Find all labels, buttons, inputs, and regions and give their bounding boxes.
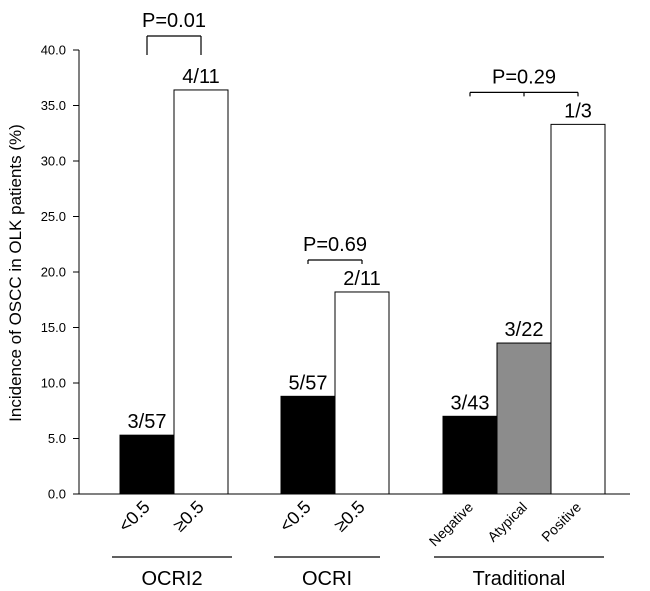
bar — [442, 415, 498, 495]
y-axis-title: Incidence of OSCC in OLK patients (%) — [6, 124, 25, 422]
y-tick-label: 30.0 — [41, 154, 66, 169]
x-category-label: Atypical — [484, 499, 530, 545]
group-label: Traditional — [473, 568, 566, 590]
y-tick-label: 20.0 — [41, 265, 66, 280]
bar-data-label: 5/57 — [289, 372, 328, 394]
bar-data-label: 2/11 — [343, 268, 380, 290]
p-value-label: P=0.01 — [142, 10, 206, 32]
bar-data-label: 4/11 — [182, 66, 219, 88]
y-tick-label: 15.0 — [41, 320, 66, 335]
y-tick-label: 35.0 — [41, 98, 66, 113]
group-label: OCRI2 — [141, 568, 202, 590]
y-tick-label: 0.0 — [48, 487, 66, 502]
bar — [334, 291, 390, 495]
y-tick-label: 40.0 — [41, 43, 66, 58]
bar — [496, 342, 552, 495]
x-category-label: <0.5 — [276, 497, 315, 536]
bar — [280, 395, 336, 495]
y-tick-label: 10.0 — [41, 376, 66, 391]
group-label: OCRI — [302, 568, 352, 590]
x-category-label: Negative — [426, 499, 477, 550]
x-category-label: ≥0.5 — [330, 497, 369, 536]
bar-data-label: 3/43 — [451, 392, 490, 414]
bar-data-label: 1/3 — [564, 100, 592, 122]
bar-data-label: 3/57 — [128, 411, 167, 433]
bar — [550, 123, 606, 495]
y-tick-label: 5.0 — [48, 431, 66, 446]
bar — [173, 89, 229, 495]
bar — [119, 434, 175, 495]
p-value-label: P=0.69 — [303, 234, 367, 256]
x-category-label: Positive — [538, 499, 584, 545]
y-tick-label: 25.0 — [41, 209, 66, 224]
x-category-label: <0.5 — [115, 497, 154, 536]
p-value-label: P=0.29 — [492, 66, 556, 88]
bar-data-label: 3/22 — [505, 319, 544, 341]
x-category-label: ≥0.5 — [169, 497, 208, 536]
